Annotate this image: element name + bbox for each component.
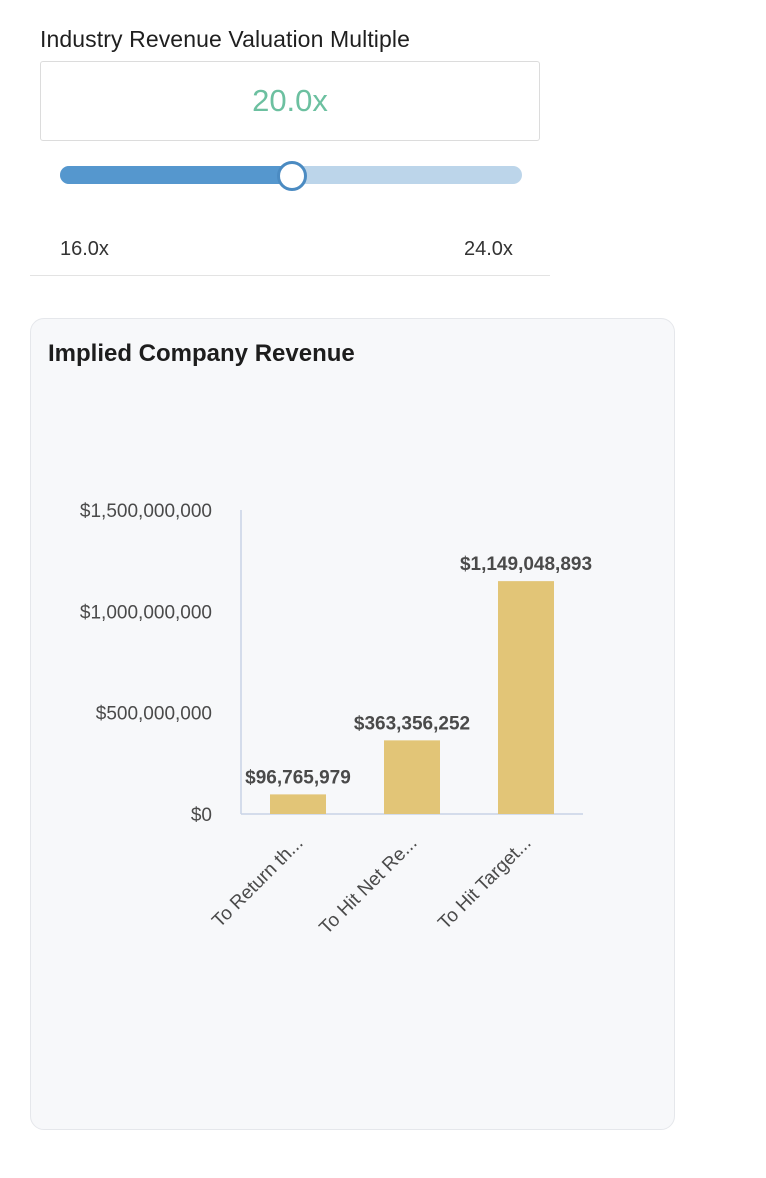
valuation-multiple-display[interactable]: 20.0x	[40, 61, 540, 141]
slider-thumb[interactable]	[277, 161, 307, 191]
bar-value-label: $96,765,979	[245, 767, 351, 788]
slider-max-label: 24.0x	[464, 238, 513, 260]
y-tick-label: $1,500,000,000	[80, 501, 212, 522]
chart-bar[interactable]	[384, 740, 440, 814]
y-tick-label: $500,000,000	[96, 704, 212, 725]
slider-fill	[60, 166, 291, 184]
chart-title: Implied Company Revenue	[48, 340, 355, 367]
slider-min-label: 16.0x	[60, 238, 109, 260]
y-tick-label: $0	[191, 805, 212, 826]
section-divider	[30, 275, 550, 276]
chart-bar[interactable]	[498, 581, 554, 814]
x-category-label: To Hit Net Re...	[316, 833, 422, 939]
y-tick-label: $1,000,000,000	[80, 602, 212, 623]
bar-value-label: $363,356,252	[354, 713, 470, 734]
chart-card	[30, 318, 675, 1130]
bar-value-label: $1,149,048,893	[460, 554, 592, 575]
x-category-label: To Return th...	[208, 833, 307, 932]
valuation-multiple-slider[interactable]	[60, 161, 522, 191]
x-category-label: To Hit Target...	[434, 833, 535, 934]
valuation-multiple-label: Industry Revenue Valuation Multiple	[40, 26, 411, 52]
chart-bar[interactable]	[270, 794, 326, 814]
valuation-multiple-value: 20.0x	[252, 83, 328, 118]
